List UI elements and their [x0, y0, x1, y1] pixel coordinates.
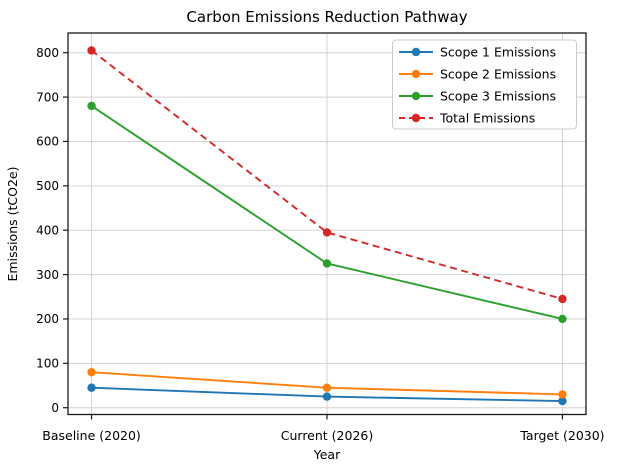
y-tick-label: 300 [36, 268, 59, 282]
y-tick-label: 100 [36, 357, 59, 371]
y-axis-label: Emissions (tCO2e) [5, 167, 20, 282]
axis-ticks [63, 52, 564, 420]
legend-marker-scope-1-emissions [411, 47, 421, 57]
x-tick-label-current-2026-: Current (2026) [281, 428, 374, 443]
legend-label-scope-2-emissions: Scope 2 Emissions [440, 66, 556, 81]
y-tick-label: 800 [36, 46, 59, 60]
y-tick-label: 500 [36, 179, 59, 193]
y-tick-label: 200 [36, 312, 59, 326]
data-point-total-emissions [558, 294, 567, 304]
x-tick-label-baseline-2020-: Baseline (2020) [42, 428, 141, 443]
legend-box [392, 39, 577, 130]
legend-marker-total-emissions [411, 113, 421, 123]
data-point-scope-2-emissions [87, 368, 96, 377]
chart-title: Carbon Emissions Reduction Pathway [186, 8, 467, 26]
data-point-scope-3-emissions [322, 259, 332, 268]
data-point-scope-1-emissions [322, 392, 332, 401]
legend-marker-scope-3-emissions [411, 91, 421, 101]
y-tick-label: 0 [51, 401, 59, 415]
series-line-total-emissions [90, 49, 563, 300]
data-point-scope-3-emissions [558, 314, 567, 324]
y-tick-label: 400 [36, 223, 59, 237]
data-point-total-emissions [87, 46, 96, 55]
legend: Scope 1 Emissions Scope 2 Emissions Scope … [392, 39, 577, 130]
data-point-scope-2-emissions [558, 390, 567, 399]
tick-labels: 0 100 200 300 400 500 600 700 800 Baseline (2020)… [36, 46, 604, 443]
x-tick-label-target-2030-: Target (2030) [519, 428, 604, 443]
data-point-scope-3-emissions [87, 101, 96, 111]
legend-label-scope-1-emissions: Scope 1 Emissions [440, 44, 556, 59]
legend-label-total-emissions: Total Emissions [439, 110, 535, 125]
y-tick-label: 600 [36, 135, 59, 149]
y-tick-label: 700 [36, 90, 59, 104]
legend-marker-scope-2-emissions [411, 69, 421, 79]
x-axis-label: Year [313, 447, 341, 462]
legend-label-scope-3-emissions: Scope 3 Emissions [440, 88, 556, 103]
data-point-scope-1-emissions [558, 396, 567, 406]
data-series [87, 46, 567, 406]
data-point-scope-2-emissions [322, 383, 332, 392]
data-point-scope-1-emissions [87, 383, 96, 392]
data-point-total-emissions [322, 228, 332, 237]
